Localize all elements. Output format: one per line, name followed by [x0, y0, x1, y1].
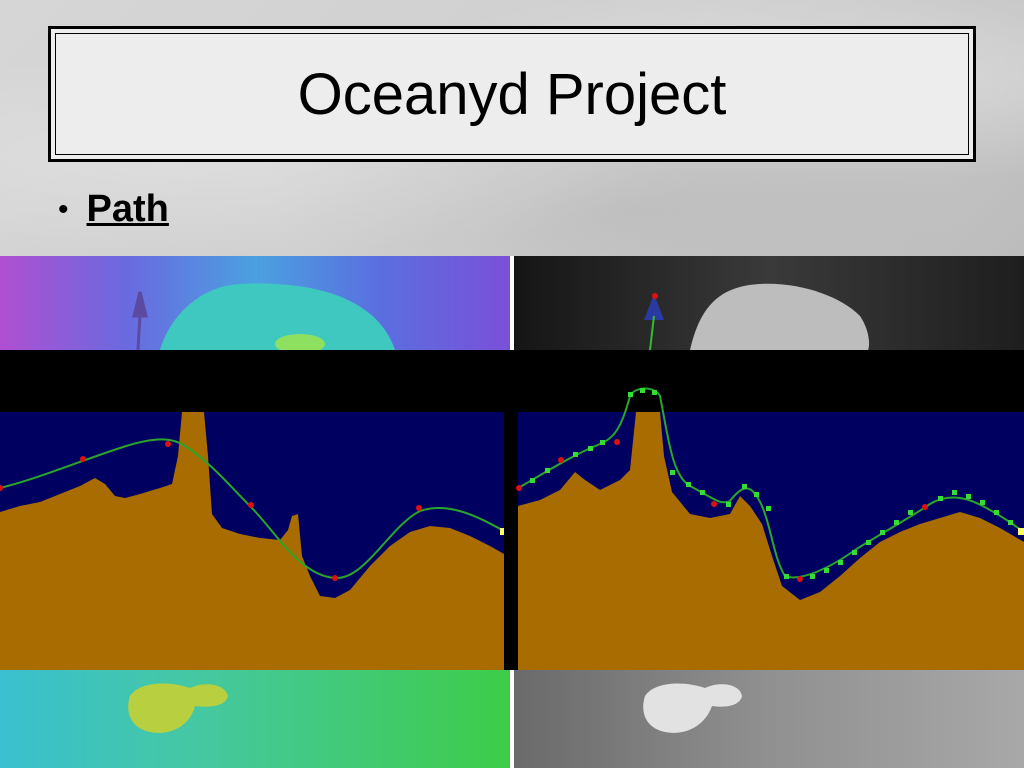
bottom-right-depth-map: [514, 670, 1024, 768]
right-green-marker: [766, 506, 771, 511]
right-green-marker: [824, 568, 829, 573]
left-waypoint: [165, 441, 171, 447]
right-green-marker: [994, 510, 999, 515]
divider-middle: [504, 412, 518, 670]
right-green-marker: [966, 494, 971, 499]
right-green-marker: [866, 540, 871, 545]
divider-top: [510, 256, 514, 350]
left-profile-seafloor: [0, 412, 504, 670]
right-green-marker: [640, 388, 645, 393]
right-green-marker: [652, 390, 657, 395]
path-figure: [0, 256, 1024, 768]
right-waypoint: [797, 576, 803, 582]
right-green-marker: [588, 446, 593, 451]
left-waypoint: [416, 505, 422, 511]
top-right-blob: [690, 283, 870, 350]
right-waypoint: [516, 485, 522, 491]
right-green-marker: [700, 490, 705, 495]
title-inner-frame: Oceanyd Project: [55, 33, 969, 155]
right-green-marker: [628, 392, 633, 397]
right-green-marker: [1008, 520, 1013, 525]
bullet-dot-icon: •: [58, 192, 69, 226]
right-waypoint: [922, 504, 928, 510]
right-green-marker: [852, 550, 857, 555]
right-waypoint: [711, 501, 717, 507]
right-green-marker: [726, 502, 731, 507]
top-left-blob: [160, 283, 395, 350]
right-green-marker: [742, 484, 747, 489]
title-frame: Oceanyd Project: [48, 26, 976, 162]
right-green-marker: [600, 440, 605, 445]
right-green-marker: [952, 490, 957, 495]
right-green-marker: [908, 510, 913, 515]
top-right-path-line: [649, 315, 655, 351]
left-waypoint: [332, 575, 338, 581]
right-green-marker: [838, 560, 843, 565]
left-path-line: [0, 438, 505, 580]
right-green-marker: [573, 452, 578, 457]
right-green-marker: [545, 468, 550, 473]
right-green-marker: [938, 496, 943, 501]
slide-title: Oceanyd Project: [297, 61, 727, 127]
right-green-marker: [980, 500, 985, 505]
bullet-item: • Path: [58, 188, 169, 231]
top-left-arrow-icon: [132, 291, 148, 351]
left-waypoint: [248, 502, 254, 508]
right-green-marker: [754, 492, 759, 497]
right-green-marker: [880, 530, 885, 535]
right-green-marker: [810, 574, 815, 579]
top-right-arrow-icon: [644, 294, 664, 320]
right-green-marker: [686, 482, 691, 487]
right-green-marker: [670, 470, 675, 475]
bottom-left-blob: [128, 683, 228, 733]
left-waypoint: [80, 456, 86, 462]
right-target-marker: [1018, 528, 1024, 535]
bottom-right-blob: [643, 683, 742, 733]
top-left-hotspot: [275, 334, 325, 354]
bullet-label-path: Path: [86, 188, 169, 230]
left-target-marker: [500, 528, 507, 535]
right-green-marker: [784, 574, 789, 579]
right-waypoint: [614, 439, 620, 445]
right-green-marker: [530, 478, 535, 483]
left-waypoint: [0, 485, 3, 491]
top-right-start-marker: [652, 293, 658, 299]
right-waypoint: [558, 457, 564, 463]
black-band: [0, 350, 1024, 412]
bottom-left-depth-map: [0, 670, 510, 768]
right-profile-seafloor: [518, 412, 1024, 670]
divider-bottom: [510, 670, 514, 768]
right-green-marker: [894, 520, 899, 525]
